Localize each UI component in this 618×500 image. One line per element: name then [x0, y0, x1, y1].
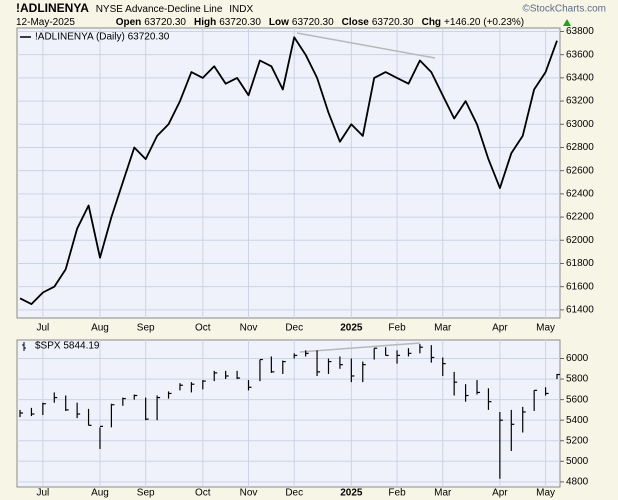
quote-value: 63720.30: [372, 17, 414, 28]
y-tick-label: 63800: [566, 26, 594, 37]
x-tick-label: Jul: [36, 488, 49, 499]
grid: [17, 28, 560, 487]
date: 12-May-2025: [16, 17, 75, 28]
y-tick-label: 61400: [566, 305, 594, 316]
x-tick-label: Mar: [434, 488, 452, 499]
x-tick-label: Feb: [388, 323, 406, 334]
x-tick-label: Oct: [195, 488, 211, 499]
quote-label: High: [194, 17, 216, 28]
y-tick-label: 5400: [566, 415, 589, 426]
y-tick-label: 61800: [566, 258, 594, 269]
quote-value: +146.20 (+0.23%): [444, 17, 524, 28]
symbol: !ADLINENYA: [16, 1, 89, 15]
x-tick-label: 2025: [340, 323, 363, 334]
quote-label: Low: [269, 17, 289, 28]
x-tick-label: Apr: [492, 323, 508, 334]
quote-label: Close: [342, 17, 370, 28]
line: [19, 36, 558, 305]
quote-line: 12-May-2025 Open 63720.30 High 63720.30 Low 6…: [16, 17, 524, 28]
quote-value: 63720.30: [292, 17, 334, 28]
panel: [16, 339, 561, 488]
x-tick-label: Sep: [137, 323, 155, 334]
quote-value: 63720.30: [144, 17, 186, 28]
exchange: INDX: [229, 4, 253, 15]
x-tick-label: Sep: [137, 488, 155, 499]
y-tick-label: 63200: [566, 96, 594, 107]
header-line: !ADLINENYA NYSE Advance-Decline Line IND…: [16, 1, 253, 15]
x-tick-label: Aug: [91, 488, 109, 499]
x-tick-label: Dec: [285, 323, 303, 334]
x-tick-label: Jul: [36, 323, 49, 334]
legend-label: !ADLINENYA (Daily) 63720.30: [35, 32, 170, 43]
up-arrow: [563, 19, 571, 26]
x-tick-label: Aug: [91, 323, 109, 334]
x-tick-label: May: [536, 488, 555, 499]
y-tick-label: 4800: [566, 477, 589, 488]
y-tick-label: 61600: [566, 281, 594, 292]
x-tick-label: Nov: [240, 323, 258, 334]
quote-label: Open: [116, 17, 142, 28]
trend-line: [296, 32, 436, 59]
y-tick-label: 63600: [566, 49, 594, 60]
panel: [16, 27, 561, 319]
legend-swatch: [22, 342, 26, 351]
y-tick-label: 63000: [566, 119, 594, 130]
y-tick-label: 5800: [566, 374, 589, 385]
x-tick-label: May: [536, 323, 555, 334]
trend-line: [299, 342, 421, 353]
x-tick-label: Oct: [195, 323, 211, 334]
y-tick-label: 62400: [566, 189, 594, 200]
x-tick-label: Feb: [388, 488, 406, 499]
y-tick-label: 63400: [566, 73, 594, 84]
y-tick-label: 5200: [566, 435, 589, 446]
x-tick-label: Dec: [285, 488, 303, 499]
y-tick-label: 62800: [566, 142, 594, 153]
y-tick-label: 6000: [566, 353, 589, 364]
x-tick-label: Mar: [434, 323, 452, 334]
y-tick-label: 5000: [566, 456, 589, 467]
y-tick-label: 5600: [566, 394, 589, 405]
quote-value: 63720.30: [219, 17, 261, 28]
y-tick-label: 62000: [566, 235, 594, 246]
legend-label: $SPX 5844.19: [35, 341, 100, 352]
x-tick-label: Apr: [492, 488, 508, 499]
y-tick-label: 62200: [566, 212, 594, 223]
y-tick-label: 62600: [566, 165, 594, 176]
x-tick-label: Nov: [240, 488, 258, 499]
quote-label: Chg: [422, 17, 441, 28]
x-tick-label: 2025: [340, 488, 363, 499]
description: NYSE Advance-Decline Line: [96, 4, 223, 15]
watermark: ©StockCharts.com: [522, 4, 606, 15]
